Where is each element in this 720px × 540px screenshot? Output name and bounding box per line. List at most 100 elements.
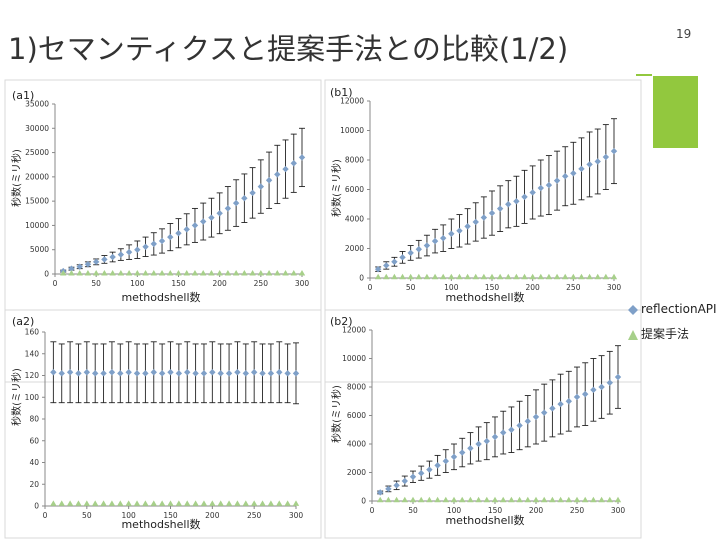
y-tick-label: 2000 xyxy=(347,468,366,477)
data-point-reflection xyxy=(68,265,75,272)
data-point-proposed xyxy=(76,270,83,276)
y-tick-label: 12000 xyxy=(340,97,364,106)
x-tick-label: 150 xyxy=(163,511,178,520)
data-point-proposed xyxy=(109,270,116,276)
data-point-proposed xyxy=(374,273,382,280)
data-point-reflection xyxy=(472,218,479,226)
data-point-proposed xyxy=(249,270,256,276)
x-tick-label: 50 xyxy=(91,279,101,288)
data-point-proposed xyxy=(570,273,577,280)
y-tick-label: 4000 xyxy=(345,215,364,224)
data-point-reflection xyxy=(150,369,157,376)
x-tick-label: 300 xyxy=(611,506,626,515)
data-point-proposed xyxy=(101,270,108,276)
x-tick-label: 150 xyxy=(171,279,186,288)
data-point-reflection xyxy=(480,214,488,221)
data-point-proposed xyxy=(224,270,232,276)
data-point-reflection xyxy=(459,449,466,456)
data-point-reflection xyxy=(415,246,422,253)
data-point-proposed xyxy=(549,496,556,503)
x-tick-label: 150 xyxy=(485,283,500,292)
data-point-reflection xyxy=(117,251,125,258)
data-point-reflection xyxy=(100,370,107,377)
data-point-reflection xyxy=(488,209,496,217)
data-point-reflection xyxy=(276,369,283,376)
data-point-reflection xyxy=(134,246,141,253)
data-point-proposed xyxy=(516,496,523,503)
data-point-reflection xyxy=(167,233,174,241)
data-point-reflection xyxy=(282,165,289,173)
y-tick-label: 6000 xyxy=(347,411,366,420)
data-point-reflection xyxy=(66,369,74,376)
data-point-proposed xyxy=(594,273,601,280)
data-point-proposed xyxy=(267,500,275,506)
data-point-proposed xyxy=(521,273,528,280)
y-tick-label: 0 xyxy=(359,274,364,283)
y-tick-label: 120 xyxy=(25,371,40,380)
data-point-reflection xyxy=(125,369,132,376)
data-point-reflection xyxy=(537,184,544,192)
y-tick-label: 25000 xyxy=(25,148,49,157)
y-axis-label: 秒数(ミリ秒) xyxy=(10,149,23,207)
data-point-proposed xyxy=(505,273,512,280)
data-point-reflection xyxy=(377,489,384,496)
y-tick-label: 140 xyxy=(25,349,40,358)
page-number: 19 xyxy=(676,27,692,41)
data-point-reflection xyxy=(290,160,297,167)
data-point-reflection xyxy=(217,370,224,377)
diamond-marker-icon xyxy=(628,304,638,315)
triangle-marker-icon xyxy=(628,329,638,340)
data-point-reflection xyxy=(184,369,191,376)
data-point-proposed xyxy=(562,273,569,280)
data-point-proposed xyxy=(582,496,589,503)
x-tick-label: 200 xyxy=(213,279,228,288)
legend-label-reflection: reflectionAPI xyxy=(641,302,717,316)
data-point-reflection xyxy=(208,214,215,221)
data-point-proposed xyxy=(415,273,422,280)
data-point-proposed xyxy=(209,500,216,506)
data-point-proposed xyxy=(292,500,300,506)
data-point-proposed xyxy=(377,496,384,503)
data-point-proposed xyxy=(84,270,92,276)
x-tick-label: 250 xyxy=(254,279,269,288)
data-point-reflection xyxy=(610,147,618,155)
data-point-proposed xyxy=(125,270,133,276)
x-tick-label: 0 xyxy=(368,283,373,292)
data-point-proposed xyxy=(565,496,572,503)
data-point-proposed xyxy=(225,500,233,506)
data-point-proposed xyxy=(234,500,241,506)
data-point-reflection xyxy=(92,370,99,377)
data-point-reflection xyxy=(250,369,258,376)
y-tick-label: 20 xyxy=(29,480,39,489)
data-point-reflection xyxy=(242,370,249,377)
data-point-proposed xyxy=(513,273,520,280)
panel-label: (b1) xyxy=(330,86,353,99)
data-point-reflection xyxy=(541,409,548,416)
data-point-reflection xyxy=(84,261,92,268)
data-point-proposed xyxy=(68,270,75,276)
data-point-proposed xyxy=(450,496,458,503)
data-point-reflection xyxy=(117,370,124,377)
data-point-reflection xyxy=(562,173,569,180)
x-tick-label: 50 xyxy=(408,506,418,515)
data-point-reflection xyxy=(209,369,216,376)
data-point-reflection xyxy=(225,370,233,377)
data-point-proposed xyxy=(557,496,564,503)
data-point-proposed xyxy=(150,270,157,276)
data-point-reflection xyxy=(298,154,306,161)
data-point-reflection xyxy=(232,199,240,207)
data-point-reflection xyxy=(58,370,65,377)
data-point-proposed xyxy=(553,273,561,280)
data-point-reflection xyxy=(234,369,241,376)
chart-frame xyxy=(4,309,322,539)
data-point-reflection xyxy=(598,383,605,391)
data-point-reflection xyxy=(450,453,458,461)
data-point-reflection xyxy=(142,243,149,250)
data-point-reflection xyxy=(142,370,149,377)
data-point-proposed xyxy=(216,270,223,276)
data-point-proposed xyxy=(66,500,74,506)
data-point-reflection xyxy=(267,370,275,377)
data-point-reflection xyxy=(475,440,482,448)
y-tick-label: 20000 xyxy=(25,172,49,181)
